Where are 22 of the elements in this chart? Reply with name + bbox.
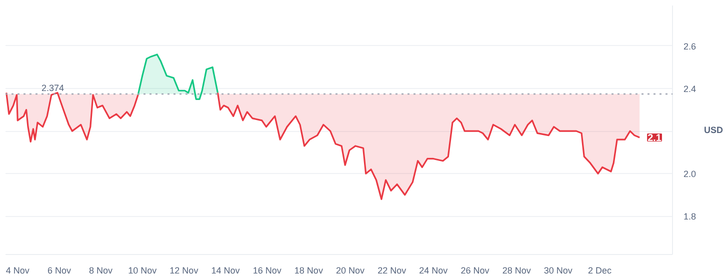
x-tick-label: 26 Nov <box>460 266 490 276</box>
y-axis-title: USD <box>704 125 724 135</box>
y-tick-label: 2.6 <box>684 41 696 52</box>
x-tick-label: 18 Nov <box>294 266 324 276</box>
x-tick-label: 8 Nov <box>89 266 114 276</box>
x-tick-label: 10 Nov <box>128 266 158 276</box>
x-tick-label: 6 Nov <box>47 266 72 276</box>
x-tick-label: 4 Nov <box>6 266 30 276</box>
x-tick-label: 12 Nov <box>170 266 199 276</box>
x-tick-label: 22 Nov <box>378 266 407 276</box>
annotation: 2.1 <box>648 132 662 144</box>
x-tick-label: 14 Nov <box>211 266 240 276</box>
ref-line-label: 2.374 <box>42 83 64 94</box>
x-tick-label: 16 Nov <box>252 266 282 276</box>
x-tick-label: 2 Dec <box>588 266 612 276</box>
x-tick-label: 30 Nov <box>544 266 573 276</box>
x-tick-label: 20 Nov <box>336 266 366 276</box>
y-tick-label: 2.4 <box>684 84 696 94</box>
y-tick-label: 1.8 <box>684 212 696 222</box>
x-tick-label: 24 Nov <box>419 266 448 276</box>
y-tick-label: 2.0 <box>684 169 696 180</box>
x-tick-label: 28 Nov <box>502 266 532 276</box>
